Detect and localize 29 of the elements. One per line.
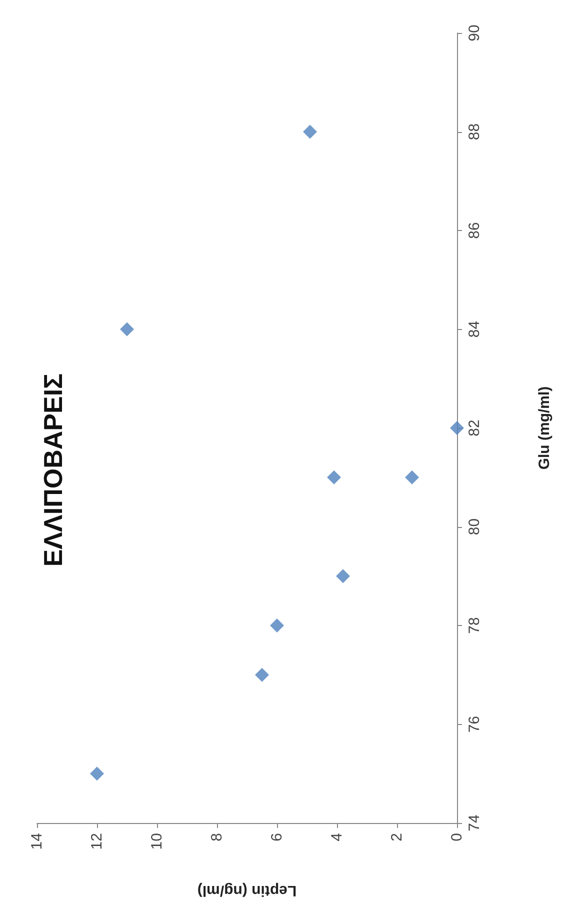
y-tick-label: 80: [466, 518, 483, 536]
point: [255, 668, 269, 682]
x-tick-label: 14: [28, 833, 46, 850]
x-tick-label: 4: [328, 833, 346, 842]
x-tick-label: 6: [268, 833, 286, 842]
point: [327, 470, 341, 484]
y-tick-label: 82: [466, 420, 483, 436]
x-tick-label: 8: [208, 833, 226, 842]
x-axis-title: Leptin (ng/ml): [197, 882, 297, 899]
y-tick-label: 74: [466, 814, 483, 832]
point: [303, 124, 317, 139]
y-tick-label: 90: [466, 24, 483, 42]
point: [336, 569, 350, 584]
point: [270, 618, 284, 632]
y-tick-label: 86: [466, 222, 483, 239]
y-tick-label: 88: [466, 123, 483, 140]
y-tick-label: 84: [466, 320, 483, 338]
y-tick-label: 76: [466, 716, 483, 733]
point: [90, 766, 104, 781]
x-tick-label: 2: [388, 833, 406, 842]
point: [120, 322, 134, 336]
point: [405, 470, 419, 484]
x-tick-label: 0: [448, 833, 466, 842]
point: [450, 421, 464, 435]
y-tick-label: 78: [466, 617, 483, 634]
x-tick-label: 10: [148, 833, 166, 850]
y-axis-title: Glu (mg/ml): [536, 386, 553, 470]
x-tick-label: 12: [88, 833, 106, 850]
text: ΕΛΛΙΠΟΒΑΡΕΙΣ: [38, 373, 68, 567]
